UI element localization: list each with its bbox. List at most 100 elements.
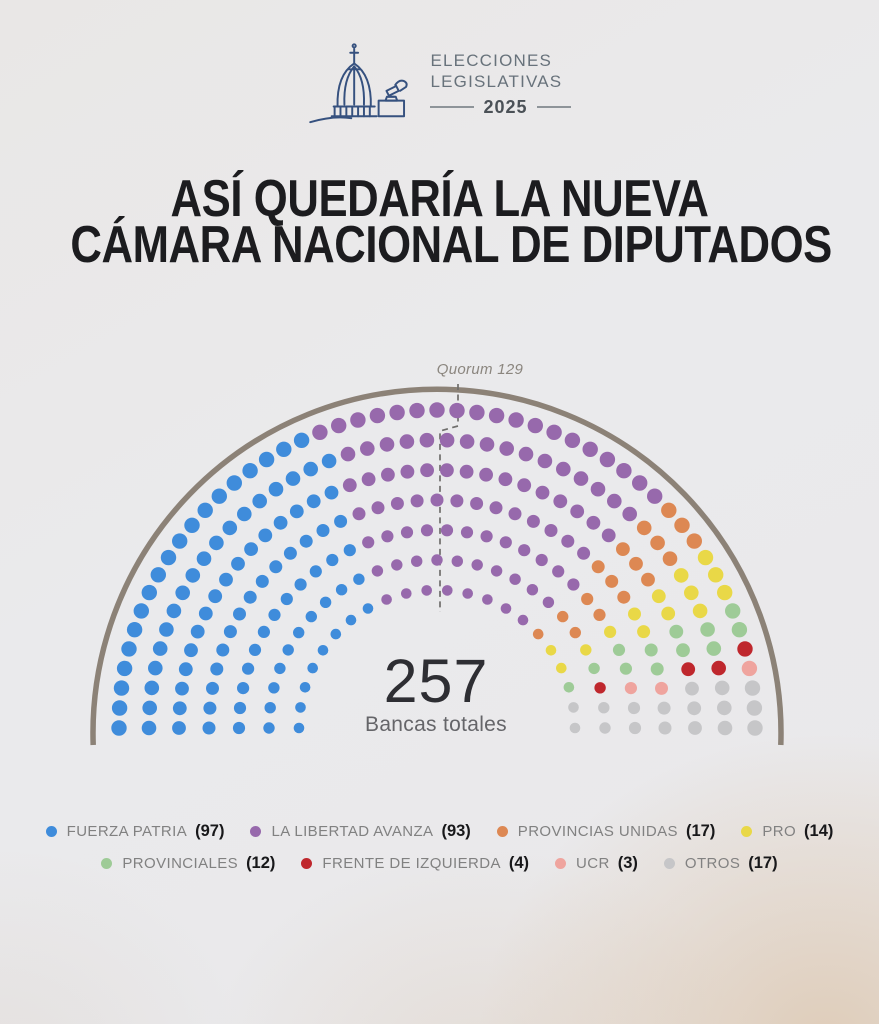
seat-dot <box>369 407 386 424</box>
seat-dot <box>573 471 589 486</box>
seat-dot <box>459 464 474 479</box>
seat-dot <box>612 643 626 656</box>
seat-dot <box>111 720 127 736</box>
seat-dot <box>532 628 544 640</box>
seat-dot <box>564 432 581 448</box>
seat-dot <box>518 544 531 557</box>
seat-dot <box>178 662 193 677</box>
seat-dot <box>619 662 633 675</box>
seat-dot <box>209 535 224 551</box>
legend-dot-pro <box>741 826 753 837</box>
seat-dot <box>747 720 763 736</box>
year-dash-left <box>430 105 475 108</box>
seat-dot <box>470 497 484 510</box>
legend-count: (12) <box>246 854 276 872</box>
seat-dot <box>450 494 464 508</box>
seat-dot <box>685 681 699 696</box>
seat-dot <box>526 584 539 596</box>
seat-dot <box>535 485 550 500</box>
seat-dot <box>429 402 445 418</box>
seat-dot <box>462 588 474 599</box>
seat-dot <box>390 497 404 510</box>
seat-dot <box>185 568 201 583</box>
legend-count: (14) <box>804 822 834 840</box>
seat-dot <box>641 572 655 587</box>
seat-dot <box>563 682 575 693</box>
legend-dot-provinciales <box>101 858 113 869</box>
seat-dot <box>607 493 622 509</box>
seat-dot <box>430 493 444 507</box>
legend-count: (93) <box>441 822 471 840</box>
seat-dot <box>569 626 581 639</box>
seat-dot <box>535 553 548 567</box>
seat-dot <box>545 645 557 656</box>
seat-dot <box>294 578 307 591</box>
seat-dot <box>172 533 188 549</box>
seat-dot <box>517 478 532 493</box>
seat-dot <box>644 643 658 657</box>
legend-item: FUERZA PATRIA (97) <box>45 822 224 841</box>
seat-dot <box>379 437 395 452</box>
seat-dot <box>737 641 753 657</box>
seat-dot <box>604 625 617 638</box>
seat-dot <box>282 644 294 656</box>
seat-dot <box>399 434 415 449</box>
seat-dot <box>409 402 425 419</box>
seat-dot <box>599 722 611 734</box>
seat-dot <box>293 626 305 639</box>
seat-dot <box>637 625 651 639</box>
seat-dot <box>144 680 160 696</box>
seat-dot <box>711 660 726 676</box>
seat-dot <box>577 546 591 560</box>
seat-dot <box>661 502 677 518</box>
seat-dot <box>343 544 356 557</box>
seat-dot <box>319 596 332 608</box>
seat-dot <box>744 680 761 696</box>
seat-dot <box>490 565 503 577</box>
seat-dot <box>352 507 366 521</box>
seat-dot <box>326 553 339 567</box>
seat-dots <box>111 402 763 736</box>
seat-dot <box>307 662 319 674</box>
seat-dot <box>269 560 283 574</box>
seat-dot <box>498 472 513 487</box>
legend-item: PRO (14) <box>741 822 833 841</box>
seat-dot <box>676 643 690 658</box>
seat-dot <box>196 551 212 566</box>
seat-dot <box>449 402 465 419</box>
seat-dot <box>421 585 433 596</box>
seat-dot <box>598 702 610 714</box>
seat-dot <box>276 441 292 457</box>
legend-label: PROVINCIAS UNIDAS <box>517 823 678 840</box>
seat-dot <box>605 574 619 588</box>
page-title-line-2: CÁMARA NACIONAL DE DIPUTADOS <box>70 216 832 274</box>
seat-dot <box>381 530 394 543</box>
legend-item: LA LIBERTAD AVANZA (93) <box>250 822 471 841</box>
seat-dot <box>582 441 598 457</box>
seat-dot <box>542 596 555 608</box>
seat-dot <box>588 662 600 675</box>
seat-dot <box>594 682 606 694</box>
seat-dot <box>244 542 258 556</box>
seat-dot <box>219 572 233 587</box>
seat-dot <box>252 493 267 509</box>
legend-item: PROVINCIAS UNIDAS (17) <box>496 822 715 841</box>
seat-dot <box>622 506 637 522</box>
seat-dot <box>714 680 730 696</box>
seat-dot <box>591 560 605 574</box>
seat-dot <box>293 432 310 448</box>
seat-dot <box>305 610 317 623</box>
seat-dot <box>647 488 663 504</box>
seat-dot <box>451 555 463 567</box>
seat-dot <box>216 643 230 657</box>
seat-dot <box>717 584 733 601</box>
seat-dot <box>508 412 524 428</box>
legend-row-1: FUERZA PATRIA (97) LA LIBERTAD AVANZA (9… <box>45 822 833 841</box>
legend-row-2: PROVINCIALES (12) FRENTE DE IZQUIERDA (4… <box>101 854 778 873</box>
seat-dot <box>580 644 592 656</box>
seat-dot <box>361 472 376 487</box>
logo-line-1: ELECCIONES <box>430 51 553 70</box>
seat-dot <box>334 514 348 528</box>
legend-count: (3) <box>617 854 638 872</box>
seat-dot <box>371 565 384 577</box>
